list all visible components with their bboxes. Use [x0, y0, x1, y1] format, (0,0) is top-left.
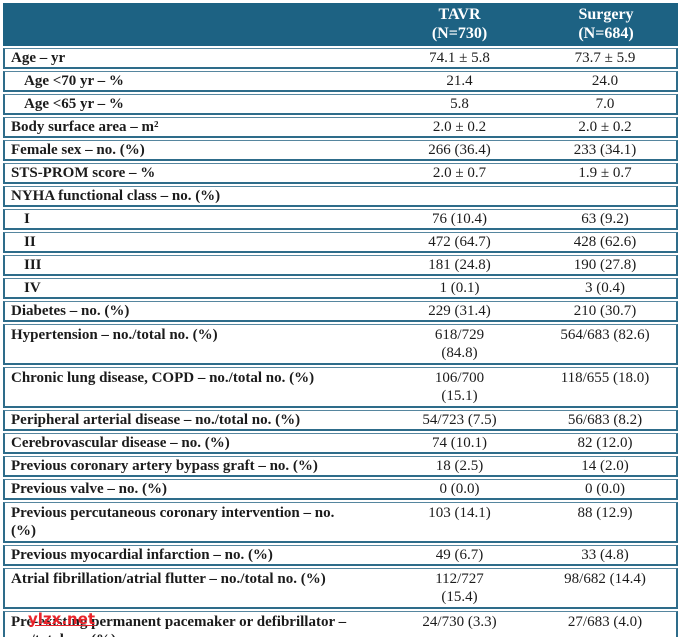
table-row-female-sex: Female sex – no. (%) 266 (36.4) 233 (34.… — [3, 140, 678, 161]
baseline-characteristics-table: TAVR (N=730) Surgery (N=684) Age – yr 74… — [3, 1, 678, 637]
tavr-value: 618/729 (84.8) — [385, 324, 534, 365]
tavr-value: 2.0 ± 0.2 — [385, 117, 534, 138]
table-row-nyha-iv: IV 1 (0.1) 3 (0.4) — [3, 278, 678, 299]
tavr-value: 5.8 — [385, 94, 534, 115]
col-header-surgery: Surgery (N=684) — [534, 3, 678, 46]
table-row-diabetes: Diabetes – no. (%) 229 (31.4) 210 (30.7) — [3, 301, 678, 322]
surgery-value — [534, 186, 678, 207]
table-header: TAVR (N=730) Surgery (N=684) — [3, 3, 678, 46]
tavr-value: 181 (24.8) — [385, 255, 534, 276]
tavr-value — [385, 186, 534, 207]
tavr-value: 54/723 (7.5) — [385, 410, 534, 431]
table-row-peripheral-arterial-disease: Peripheral arterial disease – no./total … — [3, 410, 678, 431]
table-row-previous-cabg: Previous coronary artery bypass graft – … — [3, 456, 678, 477]
row-label: Previous percutaneous coronary intervent… — [3, 502, 385, 543]
header-row: TAVR (N=730) Surgery (N=684) — [3, 3, 678, 46]
tavr-value: 472 (64.7) — [385, 232, 534, 253]
table-row-age: Age – yr 74.1 ± 5.8 73.7 ± 5.9 — [3, 48, 678, 69]
surgery-value: 56/683 (8.2) — [534, 410, 678, 431]
table-row-previous-pci: Previous percutaneous coronary intervent… — [3, 502, 678, 543]
col-header-characteristic — [3, 3, 385, 46]
row-label: Previous valve – no. (%) — [3, 479, 385, 500]
row-label: Previous coronary artery bypass graft – … — [3, 456, 385, 477]
surgery-value: 88 (12.9) — [534, 502, 678, 543]
tavr-value: 266 (36.4) — [385, 140, 534, 161]
row-label: NYHA functional class – no. (%) — [3, 186, 385, 207]
surgery-value: 0 (0.0) — [534, 479, 678, 500]
table-row-previous-valve: Previous valve – no. (%) 0 (0.0) 0 (0.0) — [3, 479, 678, 500]
row-label: Hypertension – no./total no. (%) — [3, 324, 385, 365]
tavr-value: 74.1 ± 5.8 — [385, 48, 534, 69]
surgery-value: 98/682 (14.4) — [534, 568, 678, 609]
surgery-value: 63 (9.2) — [534, 209, 678, 230]
row-label: STS-PROM score – % — [3, 163, 385, 184]
tavr-value: 49 (6.7) — [385, 545, 534, 566]
row-label: Previous myocardial infarction – no. (%) — [3, 545, 385, 566]
table-row-nyha-iii: III 181 (24.8) 190 (27.8) — [3, 255, 678, 276]
table-row-age-lt65: Age <65 yr – % 5.8 7.0 — [3, 94, 678, 115]
watermark-text: ylzx.net — [28, 610, 96, 628]
tavr-value: 2.0 ± 0.7 — [385, 163, 534, 184]
row-label: Pre-existing permanent pacemaker or defi… — [3, 611, 385, 637]
surgery-value: 190 (27.8) — [534, 255, 678, 276]
tavr-value: 103 (14.1) — [385, 502, 534, 543]
table-row-pacemaker: Pre-existing permanent pacemaker or defi… — [3, 611, 678, 637]
tavr-value: 0 (0.0) — [385, 479, 534, 500]
row-label: Age – yr — [3, 48, 385, 69]
row-label: III — [3, 255, 385, 276]
surgery-value: 14 (2.0) — [534, 456, 678, 477]
surgery-value: 233 (34.1) — [534, 140, 678, 161]
tavr-value: 18 (2.5) — [385, 456, 534, 477]
tavr-value: 76 (10.4) — [385, 209, 534, 230]
row-label: Cerebrovascular disease – no. (%) — [3, 433, 385, 454]
tavr-value: 112/727 (15.4) — [385, 568, 534, 609]
row-label: Age <70 yr – % — [3, 71, 385, 92]
row-label: IV — [3, 278, 385, 299]
surgery-value: 2.0 ± 0.2 — [534, 117, 678, 138]
surgery-value: 118/655 (18.0) — [534, 367, 678, 408]
tavr-value: 74 (10.1) — [385, 433, 534, 454]
table-row-nyha-i: I 76 (10.4) 63 (9.2) — [3, 209, 678, 230]
surgery-value: 1.9 ± 0.7 — [534, 163, 678, 184]
surgery-value: 24.0 — [534, 71, 678, 92]
row-label: I — [3, 209, 385, 230]
table-row-nyha-ii: II 472 (64.7) 428 (62.6) — [3, 232, 678, 253]
surgery-value: 27/683 (4.0) — [534, 611, 678, 637]
surgery-value: 3 (0.4) — [534, 278, 678, 299]
col-header-tavr: TAVR (N=730) — [385, 3, 534, 46]
tavr-value: 21.4 — [385, 71, 534, 92]
row-label: Age <65 yr – % — [3, 94, 385, 115]
row-label: Female sex – no. (%) — [3, 140, 385, 161]
row-label: Atrial fibrillation/atrial flutter – no.… — [3, 568, 385, 609]
surgery-value: 428 (62.6) — [534, 232, 678, 253]
table-body: Age – yr 74.1 ± 5.8 73.7 ± 5.9 Age <70 y… — [3, 48, 678, 637]
surgery-value: 210 (30.7) — [534, 301, 678, 322]
surgery-value: 564/683 (82.6) — [534, 324, 678, 365]
table-row-copd: Chronic lung disease, COPD – no./total n… — [3, 367, 678, 408]
row-label: Diabetes – no. (%) — [3, 301, 385, 322]
surgery-value: 82 (12.0) — [534, 433, 678, 454]
tavr-value: 106/700 (15.1) — [385, 367, 534, 408]
row-label: Body surface area – m² — [3, 117, 385, 138]
table-row-cerebrovascular-disease: Cerebrovascular disease – no. (%) 74 (10… — [3, 433, 678, 454]
tavr-value: 24/730 (3.3) — [385, 611, 534, 637]
row-label: Peripheral arterial disease – no./total … — [3, 410, 385, 431]
table-row-previous-mi: Previous myocardial infarction – no. (%)… — [3, 545, 678, 566]
table-row-atrial-fibrillation: Atrial fibrillation/atrial flutter – no.… — [3, 568, 678, 609]
table-row-body-surface-area: Body surface area – m² 2.0 ± 0.2 2.0 ± 0… — [3, 117, 678, 138]
table-row-nyha-class: NYHA functional class – no. (%) — [3, 186, 678, 207]
table-row-hypertension: Hypertension – no./total no. (%) 618/729… — [3, 324, 678, 365]
table-row-sts-prom: STS-PROM score – % 2.0 ± 0.7 1.9 ± 0.7 — [3, 163, 678, 184]
row-label: II — [3, 232, 385, 253]
surgery-value: 73.7 ± 5.9 — [534, 48, 678, 69]
tavr-value: 229 (31.4) — [385, 301, 534, 322]
surgery-value: 33 (4.8) — [534, 545, 678, 566]
surgery-value: 7.0 — [534, 94, 678, 115]
table-row-age-lt70: Age <70 yr – % 21.4 24.0 — [3, 71, 678, 92]
tavr-value: 1 (0.1) — [385, 278, 534, 299]
row-label: Chronic lung disease, COPD – no./total n… — [3, 367, 385, 408]
